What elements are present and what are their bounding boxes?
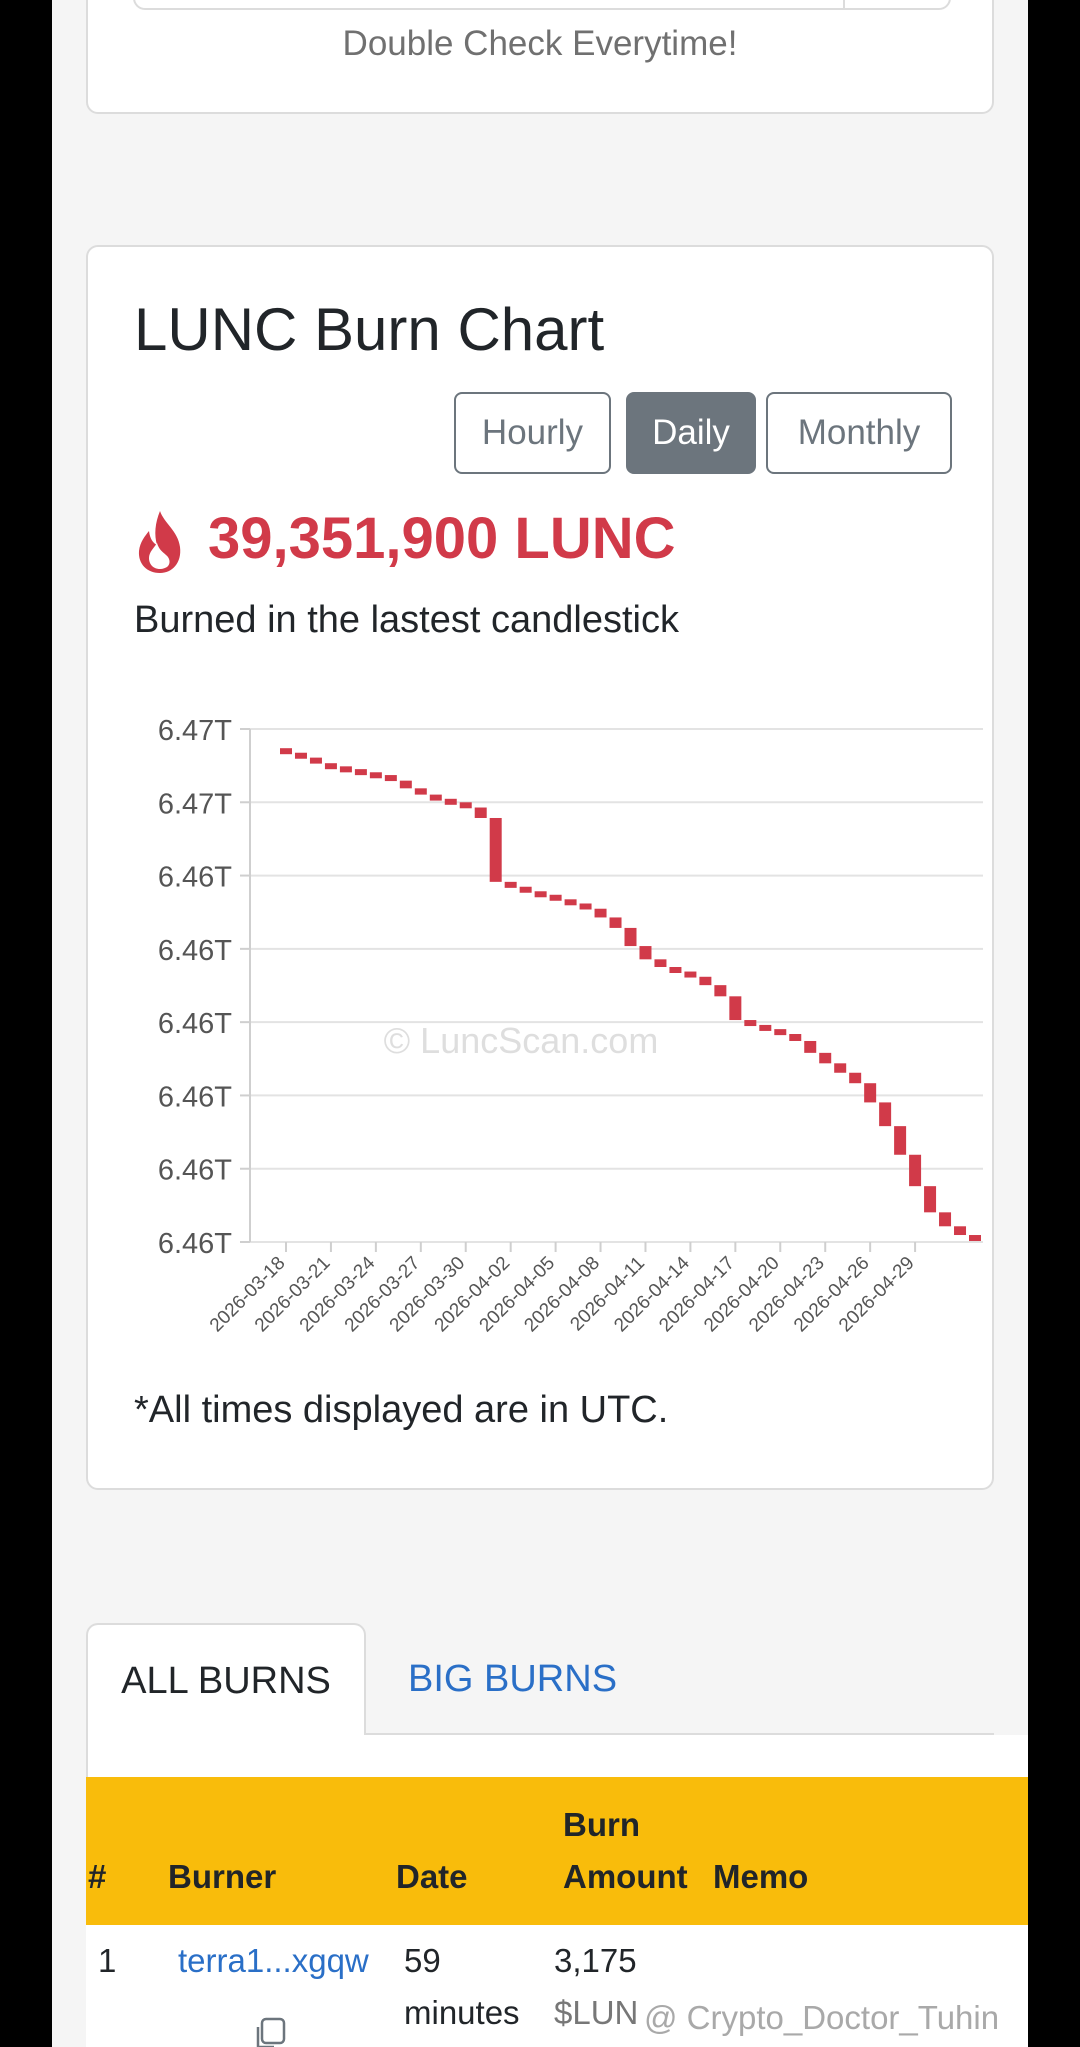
candle xyxy=(564,899,577,906)
candle xyxy=(369,772,382,779)
header-amount: Amount xyxy=(563,1858,688,1895)
candle xyxy=(684,971,697,978)
candlestick-chart: 6.47T 6.47T 6.46T 6.46T 6.46T 6.46T 6.46T 6.46T… xyxy=(158,715,983,1336)
y-tick-label: 6.46T xyxy=(158,1228,232,1260)
candle xyxy=(459,802,472,809)
candle xyxy=(594,908,607,918)
grid-lines xyxy=(250,728,983,1243)
input-divider xyxy=(843,0,845,8)
hourly-button[interactable]: Hourly xyxy=(454,392,611,474)
candle xyxy=(354,769,367,776)
candle xyxy=(294,752,307,759)
candle xyxy=(759,1024,772,1031)
candle xyxy=(879,1102,892,1127)
double-check-caption: Double Check Everytime! xyxy=(342,24,738,63)
candle xyxy=(744,1020,757,1027)
candle xyxy=(909,1154,922,1187)
candle xyxy=(280,748,292,755)
y-tick-label: 6.47T xyxy=(158,715,232,747)
candle xyxy=(444,798,457,805)
candle xyxy=(639,946,652,960)
candle xyxy=(474,807,487,818)
header-burn: Burn xyxy=(563,1806,640,1843)
chart-watermark: © LuncScan.com xyxy=(384,1020,659,1061)
candle xyxy=(954,1226,967,1236)
candle xyxy=(654,959,667,968)
y-tick-label: 6.46T xyxy=(158,935,232,967)
x-axis: 2026-03-182026-03-212026-03-242026-03-27… xyxy=(206,1242,919,1336)
row-amount-value: 3,175 xyxy=(554,1942,637,1979)
candle xyxy=(939,1212,952,1227)
burn-chart-card: LUNC Burn Chart Hourly Daily Monthly 39,… xyxy=(86,245,994,1490)
candle xyxy=(519,886,532,893)
candle xyxy=(399,780,412,789)
candle xyxy=(624,927,637,947)
monthly-button[interactable]: Monthly xyxy=(766,392,952,474)
candle xyxy=(579,903,592,910)
candle xyxy=(699,976,712,986)
y-tick-label: 6.46T xyxy=(158,1081,232,1113)
candle xyxy=(804,1040,817,1053)
candle xyxy=(339,766,352,773)
candle xyxy=(429,794,442,801)
candle xyxy=(549,894,562,901)
fire-icon xyxy=(138,511,181,573)
chart-title: LUNC Burn Chart xyxy=(134,296,605,363)
y-tick-label: 6.46T xyxy=(158,862,232,894)
header-burner: Burner xyxy=(168,1858,277,1895)
y-tick-label: 6.46T xyxy=(158,1008,232,1040)
burn-subtitle: Burned in the lastest candlestick xyxy=(134,599,679,641)
tab-panel xyxy=(86,1735,1028,1777)
candle xyxy=(774,1029,787,1036)
candle xyxy=(669,967,682,974)
tab-divider xyxy=(366,1733,994,1735)
candles xyxy=(280,748,981,1242)
candle xyxy=(789,1034,802,1041)
daily-button[interactable]: Daily xyxy=(626,392,756,474)
candle xyxy=(714,985,727,997)
candle xyxy=(924,1186,937,1213)
y-tick-label: 6.46T xyxy=(158,1155,232,1187)
candle xyxy=(729,996,742,1021)
address-input-stub[interactable] xyxy=(133,0,951,10)
burner-link[interactable]: terra1...xgqw xyxy=(178,1942,369,1979)
header-index: # xyxy=(88,1858,107,1895)
table-row: 1 terra1...xgqw 59 minutes 3,175 $LUN xyxy=(86,1925,1028,2047)
candle xyxy=(504,881,517,888)
phone-screen: Double Check Everytime! LUNC Burn Chart … xyxy=(52,0,1028,2047)
utc-note: *All times displayed are in UTC. xyxy=(134,1389,669,1431)
candle xyxy=(849,1072,862,1084)
row-date-unit: minutes xyxy=(404,1994,520,2031)
copy-icon[interactable] xyxy=(254,2017,288,2047)
table-header: # Burner Date Burn Amount Memo xyxy=(86,1777,1028,1925)
header-memo: Memo xyxy=(713,1858,809,1895)
candle xyxy=(834,1063,847,1073)
candle xyxy=(324,763,337,770)
address-check-card: Double Check Everytime! xyxy=(86,0,994,114)
candle xyxy=(819,1052,832,1064)
candle xyxy=(864,1083,877,1103)
y-tick-label: 6.47T xyxy=(158,788,232,820)
candle xyxy=(489,817,502,882)
candle xyxy=(894,1126,907,1155)
tab-all-burns[interactable]: ALL BURNS xyxy=(86,1623,366,1735)
candle xyxy=(414,788,427,795)
burn-amount: 39,351,900 LUNC xyxy=(208,506,676,571)
candle xyxy=(534,891,547,898)
row-date-value: 59 xyxy=(404,1942,441,1979)
creator-watermark: @ Crypto_Doctor_Tuhin xyxy=(644,1999,1000,2036)
candle xyxy=(309,757,322,764)
row-index: 1 xyxy=(98,1942,117,1979)
row-amount-unit: $LUN xyxy=(554,1994,639,2031)
candle xyxy=(969,1235,981,1242)
candle xyxy=(609,917,622,928)
y-axis: 6.47T 6.47T 6.46T 6.46T 6.46T 6.46T 6.46T 6.46T xyxy=(158,715,251,1260)
candle xyxy=(384,775,397,782)
header-date: Date xyxy=(396,1858,468,1895)
tab-big-burns[interactable]: BIG BURNS xyxy=(408,1658,618,1700)
